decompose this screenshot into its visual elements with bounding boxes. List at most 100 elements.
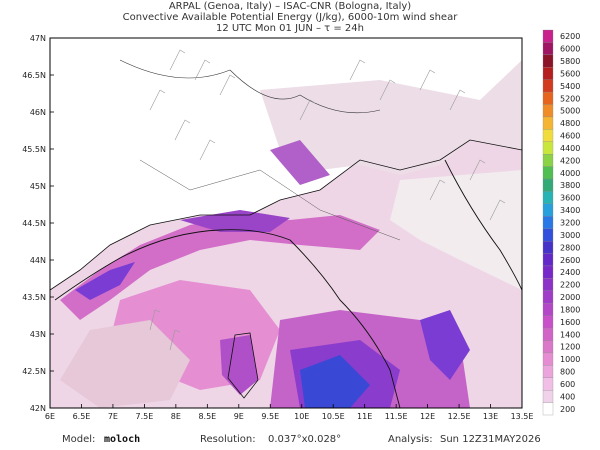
footer-value: moloch: [104, 434, 140, 445]
colorbar-swatch: [542, 191, 554, 205]
colorbar-label: 5800: [560, 57, 580, 66]
lon-label: 12E: [420, 412, 435, 421]
colorbar-label: 2200: [560, 281, 580, 290]
cape-max: [300, 355, 370, 408]
colorbar-swatch: [542, 253, 554, 267]
colorbar-swatch: [542, 116, 554, 130]
cape-core: [420, 310, 470, 380]
colorbar-label: 1800: [560, 305, 580, 314]
colorbar-label: 5200: [560, 94, 580, 103]
colorbar-swatch: [542, 278, 554, 291]
lon-label: 6.5E: [73, 412, 91, 421]
colorbar-label: 600: [560, 380, 575, 389]
lon-label: 7.5E: [136, 412, 154, 421]
footer-label: Resolution:: [200, 434, 256, 445]
colorbar-swatch: [542, 228, 554, 242]
colorbar-swatch: [542, 166, 554, 180]
colorbar-label: 4000: [560, 169, 580, 178]
cape-core: [180, 210, 290, 232]
coastline: [54, 229, 401, 408]
colorbar-label: 3200: [560, 219, 580, 228]
land-weak-cape: [260, 60, 522, 175]
lat-label: 45.5N: [22, 145, 46, 154]
lon-label: 12.5E: [448, 412, 471, 421]
header-line: Convective Available Potential Energy (J…: [123, 12, 459, 23]
colorbar-swatch: [542, 104, 554, 118]
colorbar-swatch: [542, 365, 554, 378]
colorbar-swatch: [542, 315, 554, 329]
border: [139, 159, 401, 241]
colorbar-swatch: [542, 377, 554, 391]
colorbar-swatch: [542, 290, 554, 304]
map-field: [50, 38, 522, 408]
po-valley: [390, 170, 522, 290]
lon-label: 11.5E: [385, 412, 408, 421]
colorbar-label: 4200: [560, 156, 580, 165]
lon-label: 11E: [357, 412, 372, 421]
lon-label: 13.5E: [511, 412, 534, 421]
lon-label: 10E: [294, 412, 309, 421]
lon-label: 6E: [45, 412, 55, 421]
lon-label: 10.5E: [322, 412, 345, 421]
header-line: 12 UTC Mon 01 JUN – τ = 24h: [216, 23, 364, 34]
footer-label: Model:: [62, 434, 95, 445]
footer-label: Analysis:: [388, 434, 433, 445]
colorbar-label: 4400: [560, 144, 580, 153]
colorbar-label: 2400: [560, 268, 580, 277]
colorbar-label: 1000: [560, 355, 580, 364]
colorbar-swatch: [542, 352, 554, 366]
lon-label: 9.5E: [261, 412, 279, 421]
colorbar-swatch: [542, 42, 554, 55]
coastline-corsica: [227, 332, 259, 399]
lat-label: 47N: [30, 34, 46, 43]
colorbar-label: 5600: [560, 69, 580, 78]
colorbar-label: 400: [560, 392, 575, 401]
colorbar-label: 4800: [560, 119, 580, 128]
lon-label: 8E: [171, 412, 181, 421]
colorbar-label: 3000: [560, 231, 580, 240]
lon-label: 9E: [234, 412, 244, 421]
colorbar-label: 2600: [560, 256, 580, 265]
colorbar-label: 3400: [560, 206, 580, 215]
colorbar-swatch: [542, 402, 554, 416]
colorbar-label: 800: [560, 368, 575, 377]
footer-value: Sun 12Z31MAY2026: [440, 434, 541, 445]
colorbar-swatch: [542, 390, 554, 403]
sea-weak: [60, 320, 190, 408]
colorbar-label: 3600: [560, 194, 580, 203]
lat-label: 44.5N: [22, 219, 46, 228]
border: [119, 59, 381, 114]
wind-barbs: [149, 49, 506, 351]
colorbar-swatch: [542, 216, 554, 229]
cape-core: [75, 262, 135, 300]
colorbar-label: 6200: [560, 32, 580, 41]
lat-label: 42N: [30, 404, 46, 413]
colorbar-swatch: [542, 67, 554, 80]
lon-label: 13E: [483, 412, 498, 421]
colorbar-swatch: [542, 265, 554, 279]
colorbar-label: 1600: [560, 318, 580, 327]
colorbar-label: 5400: [560, 82, 580, 91]
colorbar-swatch: [542, 29, 554, 43]
coastline: [444, 159, 522, 291]
lat-label: 43.5N: [22, 293, 46, 302]
colorbar-swatch: [542, 327, 554, 341]
colorbar-swatch: [542, 141, 554, 155]
colorbar-swatch: [542, 79, 554, 93]
colorbar-label: 4600: [560, 132, 580, 141]
footer-value: 0.037°x0.028°: [268, 434, 341, 445]
lat-label: 46.5N: [22, 71, 46, 80]
lat-label: 42.5N: [22, 367, 46, 376]
lat-label: 45N: [30, 182, 46, 191]
colorbar-label: 6000: [560, 45, 580, 54]
coastline: [50, 38, 522, 291]
colorbar-swatch: [542, 54, 554, 68]
cape-band: [60, 215, 380, 320]
colorbar-label: 1400: [560, 330, 580, 339]
lat-label: 44N: [30, 256, 46, 265]
axis-labels: 47N 46.5N 46N 45.5N 45N 44.5N 44N 43.5N 43N 42.5N…: [22, 34, 533, 421]
colorbar-label: 2800: [560, 243, 580, 252]
lat-label: 43N: [30, 330, 46, 339]
